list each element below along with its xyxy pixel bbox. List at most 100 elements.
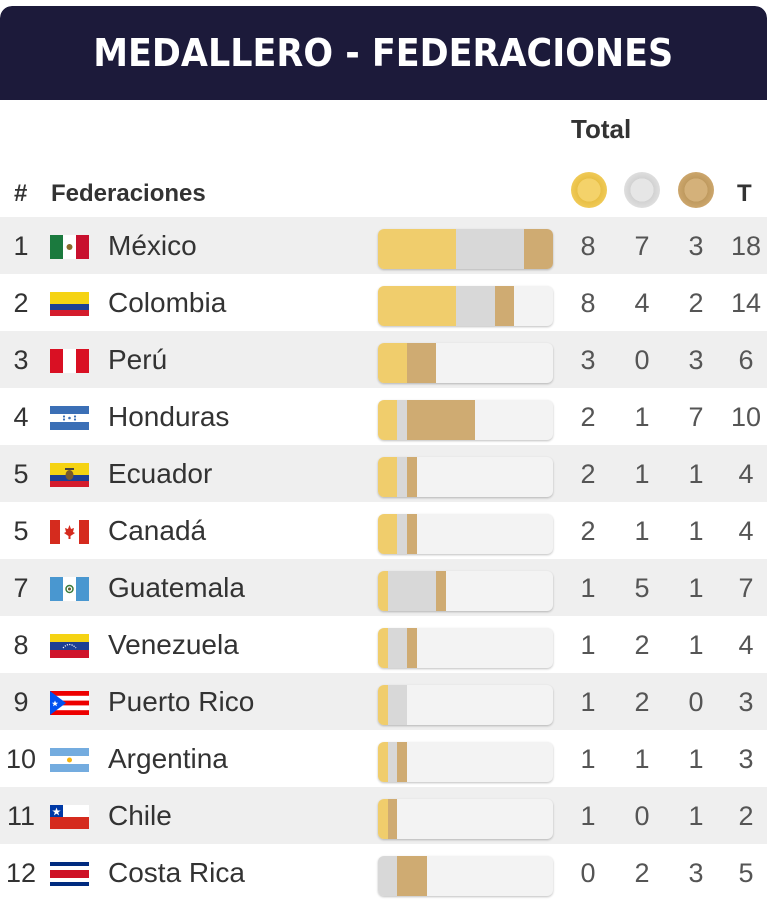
total-count: 10 (730, 402, 762, 432)
peru-flag-icon (50, 349, 89, 373)
medal-progress-bar (378, 457, 553, 497)
total-count: 7 (738, 573, 754, 603)
table-row[interactable]: 9 Puerto Rico 1 2 0 3 (0, 673, 767, 730)
federation-name: Ecuador (108, 458, 213, 489)
bronze-segment (494, 286, 515, 326)
bronze-segment (523, 229, 553, 269)
total-count: 4 (738, 516, 754, 546)
bronze-segment (387, 799, 398, 839)
gold-medal-icon (571, 172, 607, 208)
total-count: 4 (738, 459, 754, 489)
rank-value: 5 (13, 516, 29, 546)
rank-column-header: # (14, 180, 28, 207)
federation-name: Canadá (108, 515, 207, 546)
bronze-segment (407, 514, 417, 554)
medal-table-rows: 1 México 8 7 3 18 2 Colombia 8 4 2 14 3 Perú 3 0 3 6 4 Hond… (0, 217, 767, 900)
rank-value: 8 (13, 630, 29, 660)
gold-count: 0 (580, 858, 596, 888)
bronze-count: 1 (688, 573, 704, 603)
total-subheader: Total (571, 114, 632, 144)
table-row[interactable]: 10 Argentina 1 1 1 3 (0, 730, 767, 787)
bronze-count: 1 (688, 801, 704, 831)
silver-count: 7 (634, 231, 650, 261)
gold-count: 2 (580, 402, 596, 432)
table-row[interactable]: 1 México 8 7 3 18 (0, 217, 767, 274)
mexico-flag-icon (50, 235, 89, 259)
silver-count: 1 (634, 459, 650, 489)
total-count: 14 (730, 288, 762, 318)
table-row[interactable]: 5 Ecuador 2 1 1 4 (0, 445, 767, 502)
gold-count: 2 (580, 516, 596, 546)
table-row[interactable]: 5 Canadá 2 1 1 4 (0, 502, 767, 559)
table-row[interactable]: 8 Venezuela 1 2 1 4 (0, 616, 767, 673)
silver-count: 4 (634, 288, 650, 318)
rank-value: 7 (13, 573, 29, 603)
medal-progress-bar (378, 685, 553, 725)
gold-segment (378, 286, 456, 326)
rank-value: 12 (5, 858, 37, 888)
silver-count: 2 (634, 858, 650, 888)
bronze-count: 3 (688, 345, 704, 375)
medal-table-card: MEDALLERO - FEDERACIONES Total # Federac… (0, 6, 767, 900)
silver-medal-icon (624, 172, 660, 208)
gold-count: 1 (580, 687, 596, 717)
ecuador-flag-icon (50, 463, 89, 487)
bronze-count: 1 (688, 744, 704, 774)
bronze-count: 3 (688, 858, 704, 888)
bronze-count: 2 (688, 288, 704, 318)
bronze-segment (436, 571, 447, 611)
bronze-count: 1 (688, 630, 704, 660)
puerto-rico-flag-icon (50, 691, 89, 715)
page-title: MEDALLERO - FEDERACIONES (93, 31, 674, 75)
federation-name: Argentina (108, 743, 228, 774)
silver-segment (455, 286, 495, 326)
silver-count: 1 (634, 402, 650, 432)
rank-value: 1 (13, 231, 29, 261)
federation-name: Chile (108, 800, 172, 831)
bronze-count: 7 (688, 402, 704, 432)
silver-segment (397, 400, 408, 440)
silver-count: 0 (634, 345, 650, 375)
silver-count: 2 (634, 630, 650, 660)
gold-segment (378, 628, 388, 668)
total-count: 5 (738, 858, 754, 888)
silver-segment (387, 571, 437, 611)
rank-value: 2 (13, 288, 29, 318)
header-banner: MEDALLERO - FEDERACIONES (0, 6, 767, 100)
rank-value: 3 (13, 345, 29, 375)
table-row[interactable]: 12 Costa Rica 0 2 3 5 (0, 844, 767, 900)
gold-segment (378, 742, 388, 782)
table-row[interactable]: 11 Chile 1 0 1 2 (0, 787, 767, 844)
federation-column-header: Federaciones (51, 180, 206, 207)
bronze-count: 1 (688, 459, 704, 489)
federation-name: Colombia (108, 287, 227, 318)
canada-flag-icon (50, 520, 89, 544)
guatemala-flag-icon (50, 577, 89, 601)
table-row[interactable]: 2 Colombia 8 4 2 14 (0, 274, 767, 331)
bronze-count: 3 (688, 231, 704, 261)
rank-value: 10 (5, 744, 37, 774)
silver-segment (455, 229, 524, 269)
gold-count: 1 (580, 573, 596, 603)
venezuela-flag-icon (50, 634, 89, 658)
silver-segment (397, 457, 408, 497)
table-row[interactable]: 3 Perú 3 0 3 6 (0, 331, 767, 388)
gold-count: 8 (580, 231, 596, 261)
silver-segment (378, 856, 398, 896)
federation-name: Perú (108, 344, 168, 375)
gold-count: 8 (580, 288, 596, 318)
chile-flag-icon (50, 805, 89, 829)
medal-progress-bar (378, 343, 553, 383)
table-row[interactable]: 4 Honduras 2 1 7 10 (0, 388, 767, 445)
medal-progress-bar (378, 856, 553, 896)
silver-count: 1 (634, 516, 650, 546)
medal-progress-bar (378, 286, 553, 326)
argentina-flag-icon (50, 748, 89, 772)
gold-segment (378, 799, 388, 839)
medal-progress-bar (378, 400, 553, 440)
table-row[interactable]: 7 Guatemala 1 5 1 7 (0, 559, 767, 616)
honduras-flag-icon (50, 406, 89, 430)
bronze-segment (407, 400, 476, 440)
costa-rica-flag-icon (50, 862, 89, 886)
medal-progress-bar (378, 571, 553, 611)
